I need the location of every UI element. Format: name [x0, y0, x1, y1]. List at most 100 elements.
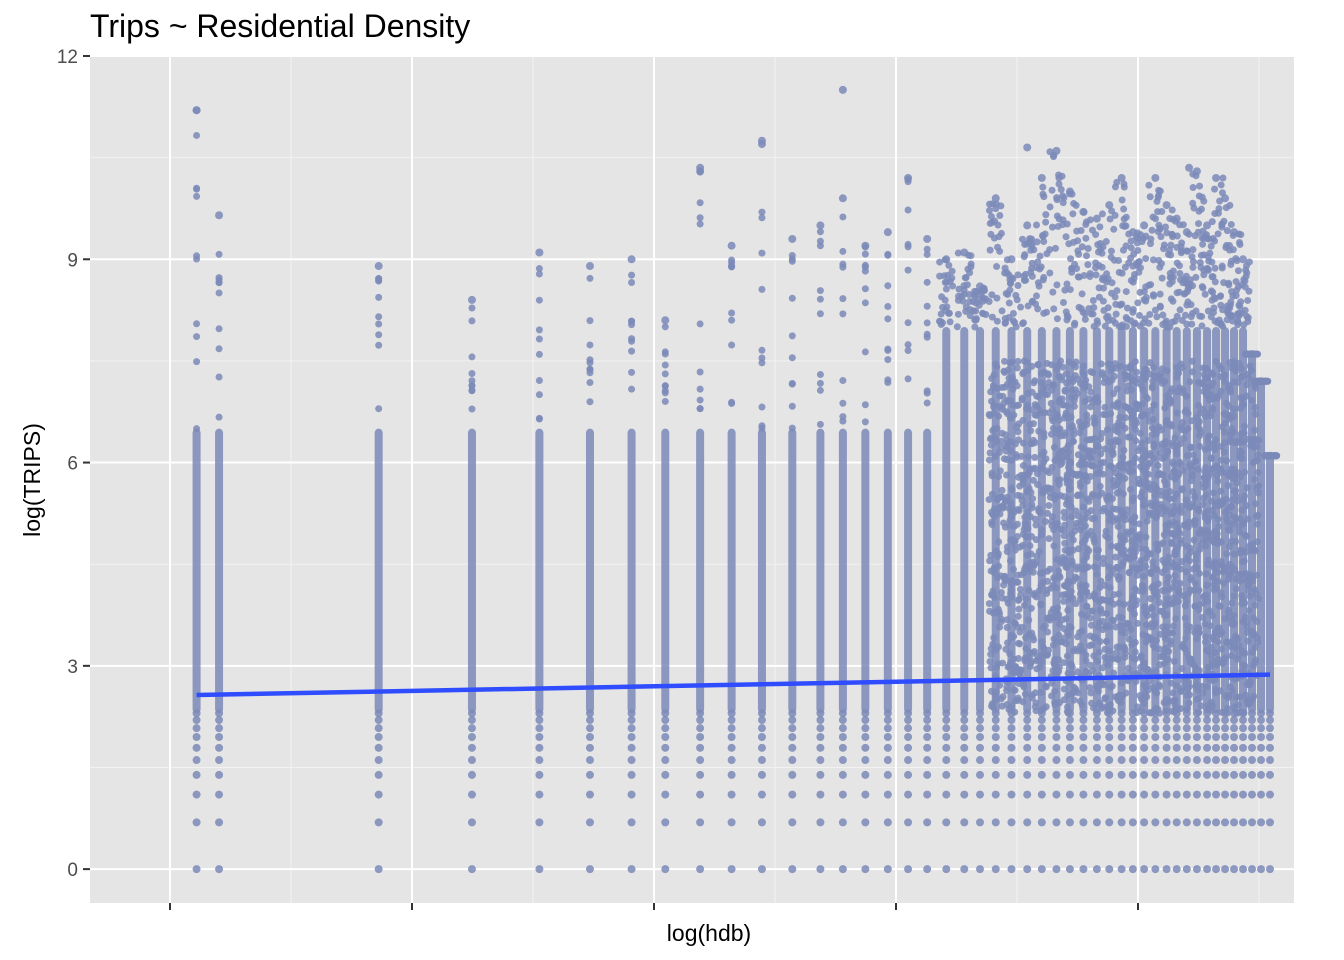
data-point [758, 208, 766, 216]
data-point [1006, 414, 1014, 422]
data-point [923, 716, 932, 725]
data-point [1214, 392, 1222, 400]
data-point [904, 732, 913, 741]
data-point [535, 865, 544, 874]
data-point [861, 348, 869, 356]
data-point [1156, 630, 1164, 638]
data-point [1243, 681, 1251, 689]
data-point [1097, 678, 1105, 686]
data-point [1218, 593, 1226, 601]
data-point [1053, 666, 1061, 674]
data-point [1203, 581, 1211, 589]
data-point [1059, 298, 1067, 306]
data-point [1221, 615, 1229, 623]
data-point [1077, 526, 1085, 534]
data-point [883, 732, 892, 741]
data-point [1152, 512, 1160, 520]
data-point [1251, 426, 1259, 434]
data-point [1040, 429, 1048, 437]
data-point [1155, 221, 1163, 229]
data-point [1145, 480, 1153, 488]
data-point [1098, 609, 1106, 617]
data-point [374, 790, 383, 799]
data-point [1001, 431, 1009, 439]
data-point [1176, 276, 1184, 284]
data-point [1018, 235, 1026, 243]
data-point [960, 248, 969, 257]
data-point [788, 790, 797, 799]
data-point [1241, 468, 1249, 476]
data-point [1205, 444, 1213, 452]
data-point [1158, 443, 1166, 451]
data-point [987, 551, 995, 559]
data-point [1033, 470, 1041, 478]
data-point [1040, 273, 1048, 281]
data-point [1253, 520, 1261, 528]
data-point [1238, 401, 1246, 409]
data-point [1179, 221, 1187, 229]
data-point [1016, 670, 1024, 678]
data-point [1230, 724, 1239, 733]
data-point [1170, 461, 1178, 469]
data-point [1119, 490, 1127, 498]
data-point [904, 347, 912, 355]
data-point [1257, 756, 1266, 765]
data-point [1014, 357, 1022, 365]
data-point [1092, 724, 1101, 733]
data-point [1164, 398, 1172, 406]
data-point [1082, 582, 1090, 590]
data-point [1221, 469, 1229, 477]
data-point [1114, 428, 1122, 436]
data-point [788, 380, 796, 388]
data-point [1154, 462, 1162, 470]
data-point [861, 716, 870, 725]
data-point [1123, 304, 1131, 312]
data-point [1112, 553, 1120, 561]
data-point [923, 319, 931, 327]
data-point [1236, 473, 1244, 481]
data-point [1008, 512, 1016, 520]
data-point [1039, 624, 1047, 632]
data-point [1008, 486, 1016, 494]
data-point [1189, 565, 1197, 573]
data-point [923, 245, 931, 253]
data-point [1140, 756, 1149, 765]
data-point [816, 420, 824, 428]
data-point [1251, 381, 1259, 389]
data-point [1139, 582, 1147, 590]
data-point-band [585, 428, 594, 714]
data-point [628, 317, 636, 325]
data-point [1041, 230, 1049, 238]
data-point [1068, 557, 1076, 565]
data-point [883, 724, 892, 733]
data-point [1107, 410, 1115, 418]
data-point [1145, 668, 1153, 676]
data-point [1136, 264, 1144, 272]
data-point [1158, 208, 1166, 216]
data-point [1236, 454, 1244, 462]
data-point [1220, 428, 1228, 436]
data-point [1099, 560, 1107, 568]
data-point [1038, 379, 1046, 387]
data-point [1058, 459, 1066, 467]
data-point [1007, 397, 1015, 405]
data-point [1266, 732, 1274, 741]
data-point [1103, 426, 1111, 434]
data-point [1071, 386, 1079, 394]
data-point [1196, 545, 1204, 553]
data-point [1037, 790, 1046, 799]
data-point [1078, 243, 1086, 251]
data-point [816, 310, 824, 318]
data-point [1061, 514, 1069, 522]
data-point [535, 270, 543, 278]
data-point [1200, 592, 1208, 600]
data-point [1156, 661, 1164, 669]
data-point [1118, 196, 1126, 204]
data-point [585, 818, 594, 827]
data-point [1199, 240, 1207, 248]
data-point-band [923, 428, 932, 714]
data-point [939, 319, 947, 327]
data-point [1109, 390, 1117, 398]
data-point [1043, 391, 1051, 399]
data-point [1054, 222, 1062, 230]
